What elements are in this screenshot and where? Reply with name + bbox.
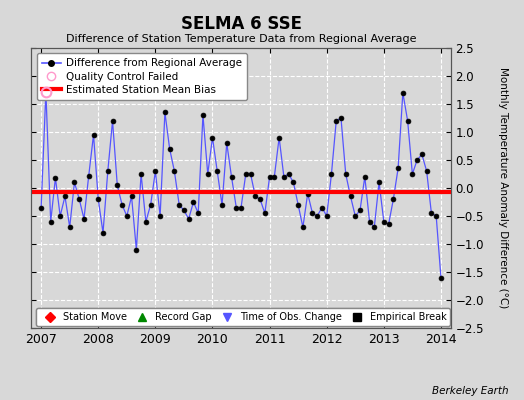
Text: Berkeley Earth: Berkeley Earth — [432, 386, 508, 396]
Title: SELMA 6 SSE: SELMA 6 SSE — [181, 14, 301, 32]
Text: Difference of Station Temperature Data from Regional Average: Difference of Station Temperature Data f… — [66, 34, 416, 44]
Legend: Station Move, Record Gap, Time of Obs. Change, Empirical Break: Station Move, Record Gap, Time of Obs. C… — [36, 308, 450, 326]
Y-axis label: Monthly Temperature Anomaly Difference (°C): Monthly Temperature Anomaly Difference (… — [498, 67, 508, 309]
